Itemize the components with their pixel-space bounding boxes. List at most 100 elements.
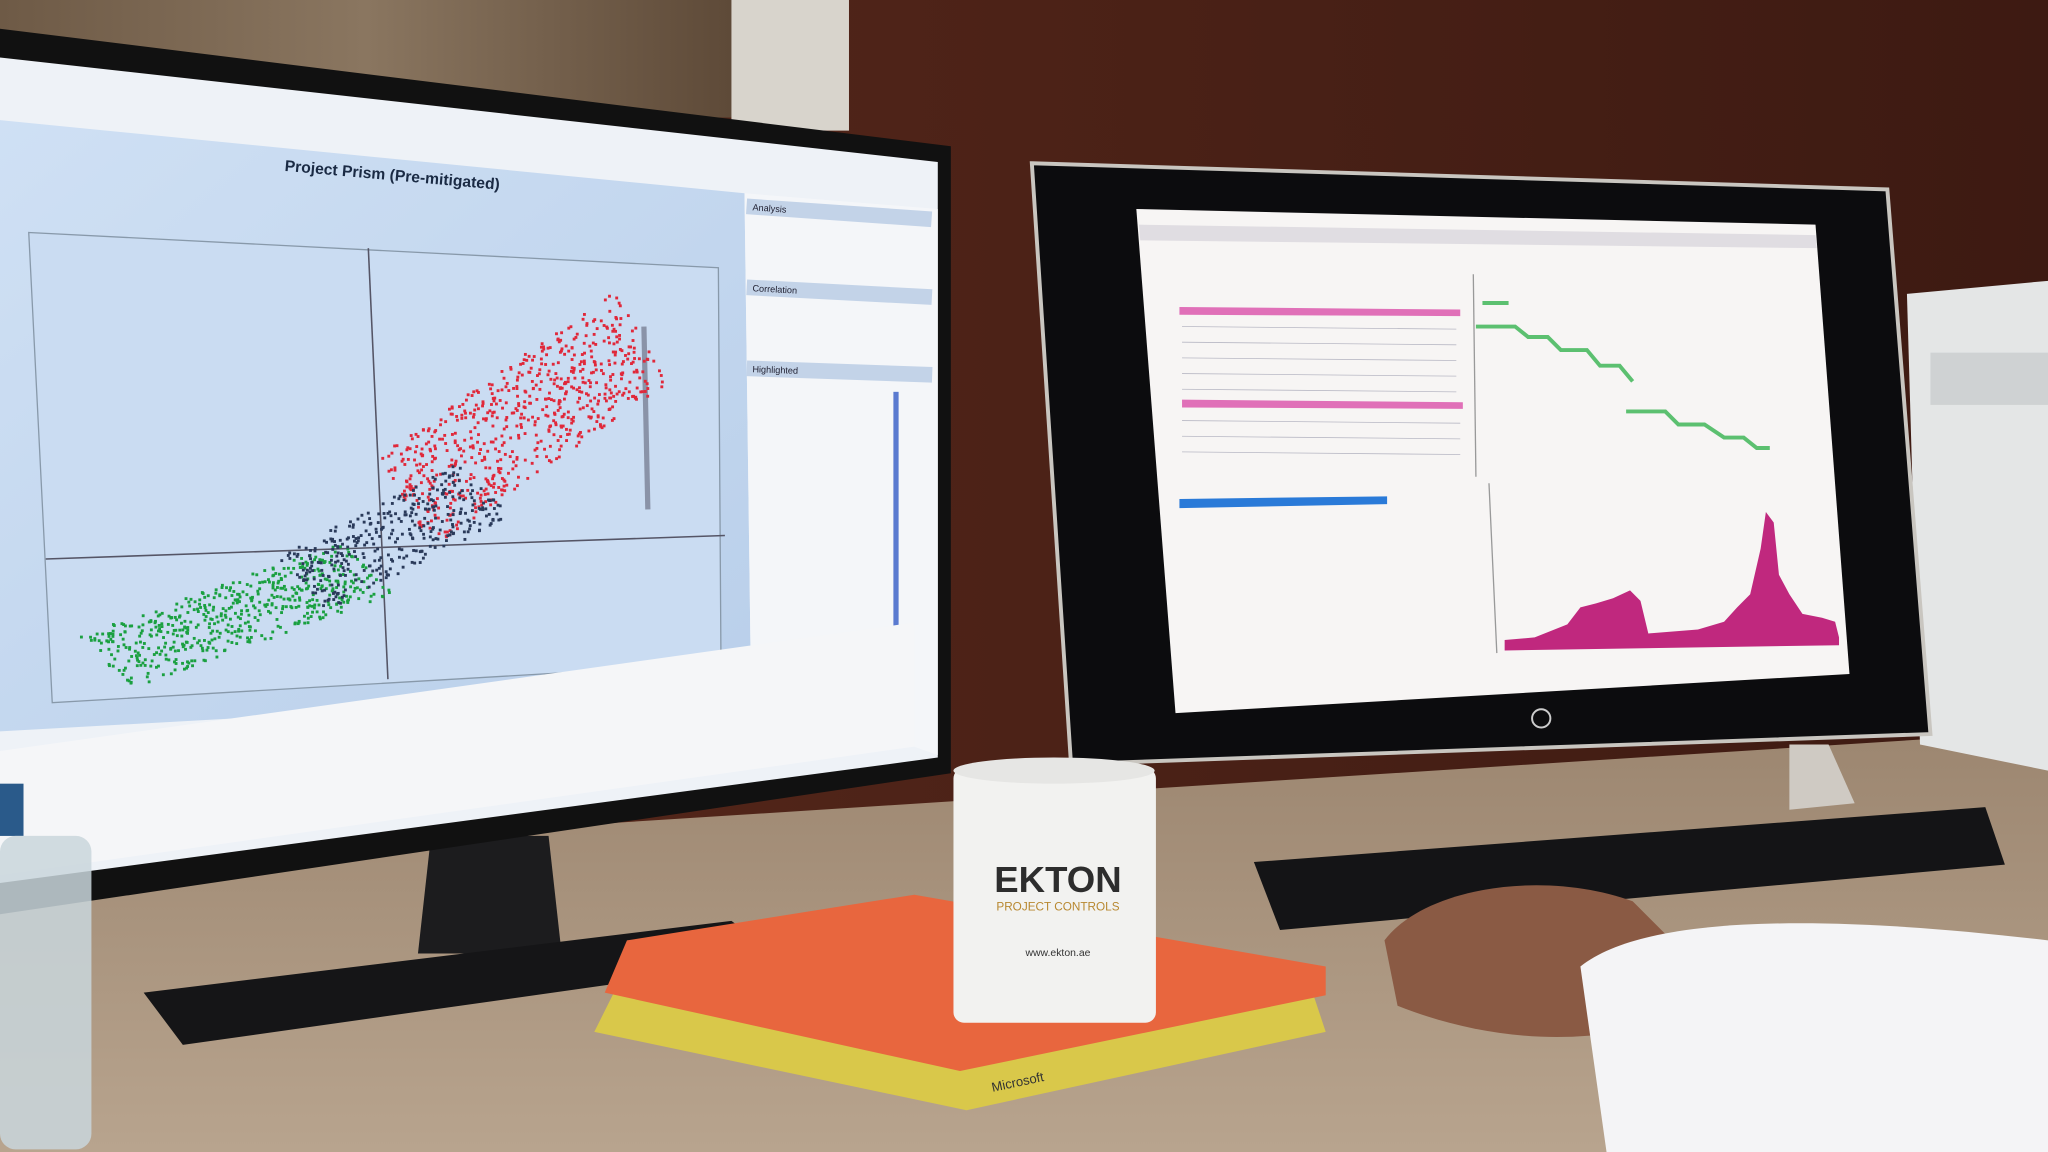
scatter-dot [585,404,589,408]
scatter-dot [166,630,170,634]
scatter-dot [399,452,403,456]
side-panel [744,193,938,755]
mug-tagline: PROJECT CONTROLS [996,900,1119,913]
scatter-dot [488,409,492,413]
scatter-dot [433,457,436,461]
scatter-dot [309,615,313,618]
scatter-dot [494,491,498,494]
scatter-dot [452,509,456,512]
scatter-dot [341,542,344,546]
scatter-dot [276,586,279,589]
scatter-dot [355,541,359,545]
scatter-dot [354,578,358,582]
scatter-dot [325,540,328,544]
scatter-dot [328,561,332,564]
scatter-dot [473,408,477,412]
scatter-dot [301,562,305,566]
scatter-dot [443,471,447,475]
scatter-dot [426,429,430,433]
scatter-dot [403,510,407,514]
scatter-dot [190,659,194,663]
scatter-dot [567,432,571,436]
scatter-dot [405,485,409,489]
scatter-dot [428,481,432,485]
scatter-dot [341,566,345,570]
scatter-dot [183,619,187,623]
scatter-dot [214,591,218,595]
scatter-dot [387,454,391,458]
scatter-dot [493,396,497,400]
scatter-dot [492,482,496,486]
scatter-dot [134,641,138,645]
scatter-dot [570,346,574,350]
scatter-dot [484,477,488,481]
scatter-dot [215,655,219,659]
scatter-dot [241,590,245,594]
scatter-dot [390,520,394,524]
scatter-dot [122,623,126,626]
scatter-dot [635,368,639,372]
scatter-dot [308,599,312,603]
scatter-dot [453,483,457,487]
scatter-dot [390,532,393,536]
scatter-dot [433,477,437,481]
scatter-dot [180,634,184,638]
scatter-dot [517,433,520,437]
scatter-dot [212,596,216,600]
scatter-dot [326,598,330,602]
scatter-dot [342,590,346,594]
scatter-dot [238,595,242,599]
scatter-dot [255,573,259,577]
scatter-dot [582,313,586,316]
scatter-dot [142,642,146,645]
printer-tray [1930,352,2048,405]
scatter-dot [615,317,619,321]
scatter-dot [298,575,302,579]
scatter-dot [245,609,249,613]
scatter-dot [336,581,340,585]
scatter-dot [233,630,237,634]
scatter-dot [528,401,532,405]
scatter-dot [601,416,605,420]
scatter-dot [107,662,111,666]
scatter-dot [308,604,312,608]
scatter-dot [333,529,337,533]
scatter-dot [450,463,453,467]
scatter-dot [626,397,630,400]
scatter-dot [422,536,426,540]
scatter-dot [571,370,575,374]
scatter-dot [504,418,508,422]
scatter-dot [652,359,656,363]
scatter-dot [544,363,548,366]
scatter-dot [158,652,162,656]
scatter-dot [428,492,432,496]
scatter-dot [119,633,123,637]
scatter-dot [346,545,350,549]
scatter-dot [229,586,232,590]
scatter-dot [469,430,473,434]
scatter-dot [559,435,563,439]
scatter-dot [479,493,483,497]
scatter-dot [515,387,519,390]
scatter-dot [454,462,457,465]
scatter-dot [451,474,455,478]
scatter-dot [334,525,338,529]
scatter-dot [564,390,568,394]
scatter-dot [347,536,350,540]
scatter-dot [397,497,401,501]
scatter-dot [592,319,595,323]
scatter-dot [359,534,363,537]
scatter-dot [572,353,576,357]
scatter-dot [369,594,373,598]
scatter-dot [484,418,488,422]
scatter-dot [575,332,579,336]
scatter-dot [121,672,125,676]
scatter-dot [184,597,188,601]
scatter-dot [569,325,573,329]
scatter-dot [130,624,134,628]
scatter-dot [304,546,308,550]
scatter-dot [174,608,178,612]
scatter-dot [646,387,650,390]
scatter-dot [418,462,422,466]
scatter-dot [441,437,444,441]
